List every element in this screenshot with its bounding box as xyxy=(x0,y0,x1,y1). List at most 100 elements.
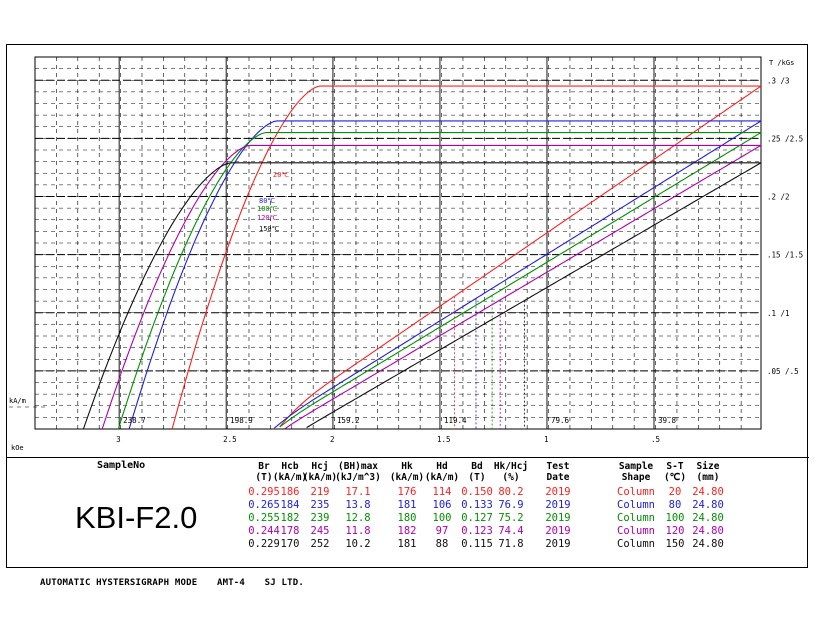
sample-name: KBI-F2.0 xyxy=(75,500,198,535)
table-cell: 0.123 xyxy=(461,525,493,537)
table-cell: 245 xyxy=(310,525,330,537)
table-cell: 186 xyxy=(280,486,300,498)
j-curve-3 xyxy=(117,132,761,430)
curve-label: 20℃ xyxy=(273,171,289,179)
b-curve-3 xyxy=(279,132,762,428)
table-cell: 97 xyxy=(435,525,449,537)
table-cell: 184 xyxy=(280,499,300,511)
table-cell: 24.80 xyxy=(692,525,724,537)
table-cell: 181 xyxy=(397,499,417,511)
table-header-cell: Hcb (kA/m) xyxy=(272,461,308,483)
table-cell: 10.2 xyxy=(345,538,371,550)
b-curve-5 xyxy=(306,162,762,429)
x-axis-unit-kam: kA/m xyxy=(9,397,26,405)
table-cell: 100 xyxy=(432,512,452,524)
table-cell: 2019 xyxy=(545,525,571,537)
x-tick-label-koe: 2 xyxy=(330,435,335,444)
j-curve-4 xyxy=(101,144,761,430)
sample-no-header: SampleNo xyxy=(97,460,146,471)
table-cell: Column xyxy=(617,538,655,550)
x-tick-label-kam: 119.4 xyxy=(444,416,467,425)
table-cell: 0.115 xyxy=(461,538,493,550)
table-cell: 75.2 xyxy=(498,512,524,524)
y-tick-label: .25 /2.5 xyxy=(767,134,803,143)
table-header-cell: S-T (℃) xyxy=(663,461,687,483)
table-cell: 180 xyxy=(397,512,417,524)
table-cell: 74.4 xyxy=(498,525,524,537)
j-curve-1 xyxy=(171,85,761,430)
x-tick-label-kam: 198.9 xyxy=(230,416,253,425)
table-header-cell: Hk/Hcj (%) xyxy=(493,461,529,483)
table-cell: 2019 xyxy=(545,538,571,550)
table-header-cell: Size (mm) xyxy=(696,461,720,483)
curve-label: 150℃ xyxy=(259,225,280,233)
table-header-cell: Hk (kA/m) xyxy=(389,461,425,483)
footer-mode: AUTOMATIC HYSTERSIGRAPH MODE xyxy=(40,578,198,588)
x-tick-label-kam: 39.8 xyxy=(658,416,677,425)
results-table: SampleNo KBI-F2.0 Br (T) Hcb (kA/m) Hcj (kA/m… xyxy=(7,457,809,570)
j-curve-5 xyxy=(82,162,761,430)
demagnetization-chart: .05 /.5 .1 /1 .15 /1.5 .2 /2 .25 /2.5 .3 /3 T … xyxy=(9,56,803,452)
y-tick-label: .05 /.5 xyxy=(767,367,799,376)
table-cell: 239 xyxy=(310,512,330,524)
table-cell: Column xyxy=(617,499,655,511)
table-cell: 20 xyxy=(668,486,682,498)
table-header-cell: (BH)max (kJ/m^3) xyxy=(335,461,381,483)
table-cell: 24.80 xyxy=(692,538,724,550)
table-cell: 170 xyxy=(280,538,300,550)
y-tick-label: .15 /1.5 xyxy=(767,251,803,260)
table-cell: 0.150 xyxy=(461,486,493,498)
x-tick-label-koe: 3 xyxy=(116,435,121,444)
table-cell: 24.80 xyxy=(692,512,724,524)
table-cell: 178 xyxy=(280,525,300,537)
table-cell: Column xyxy=(617,486,655,498)
table-header-cell: Test Date xyxy=(546,461,570,483)
table-cell: 0.295 xyxy=(248,486,280,498)
table-cell: 76.9 xyxy=(498,499,524,511)
table-cell: 182 xyxy=(280,512,300,524)
table-header-cell: Hd (kA/m) xyxy=(424,461,460,483)
table-cell: 176 xyxy=(397,486,417,498)
table-header-cell: Bd (T) xyxy=(468,461,486,483)
table-cell: 0.229 xyxy=(248,538,280,550)
table-cell: 0.255 xyxy=(248,512,280,524)
table-cell: Column xyxy=(617,512,655,524)
table-cell: 17.1 xyxy=(345,486,371,498)
table-cell: 71.8 xyxy=(498,538,524,550)
table-cell: 219 xyxy=(310,486,330,498)
table-cell: 182 xyxy=(397,525,417,537)
b-curve-1 xyxy=(279,85,762,428)
y-tick-label: .2 /2 xyxy=(767,193,790,202)
table-cell: 120 xyxy=(665,525,685,537)
table-header-cell: Sample Shape xyxy=(618,461,654,483)
curve-label: 80℃ xyxy=(259,197,275,205)
table-cell: 88 xyxy=(435,538,449,550)
table-cell: 80.2 xyxy=(498,486,524,498)
footer-company: SJ LTD. xyxy=(264,578,305,588)
curve-label: 100℃ xyxy=(257,205,278,213)
report-frame: .05 /.5 .1 /1 .15 /1.5 .2 /2 .25 /2.5 .3 /3 T … xyxy=(6,44,809,570)
table-cell: 114 xyxy=(432,486,452,498)
table-cell: 12.8 xyxy=(345,512,371,524)
y-tick-label: .3 /3 xyxy=(767,76,790,85)
table-cell: 0.133 xyxy=(461,499,493,511)
x-tick-label-koe: 1 xyxy=(544,435,549,444)
x-tick-label-kam: 238.7 xyxy=(123,416,146,425)
table-cell: 11.8 xyxy=(345,525,371,537)
table-cell: 13.8 xyxy=(345,499,371,511)
chart-curves xyxy=(82,85,762,430)
table-cell: 0.265 xyxy=(248,499,280,511)
x-tick-label-kam: 79.6 xyxy=(551,416,570,425)
x-axis-unit-koe: kOe xyxy=(11,444,24,452)
table-cell: 235 xyxy=(310,499,330,511)
table-cell: 181 xyxy=(397,538,417,550)
table-cell: 2019 xyxy=(545,512,571,524)
table-cell: 0.127 xyxy=(461,512,493,524)
footer-model: AMT-4 xyxy=(216,578,246,588)
table-cell: Column xyxy=(617,525,655,537)
table-cell: 24.80 xyxy=(692,499,724,511)
table-header-cell: Br (T) xyxy=(255,461,273,483)
table-cell: 24.80 xyxy=(692,486,724,498)
y-axis-label: T /kGs xyxy=(769,59,794,67)
table-cell: 0.244 xyxy=(248,525,280,537)
